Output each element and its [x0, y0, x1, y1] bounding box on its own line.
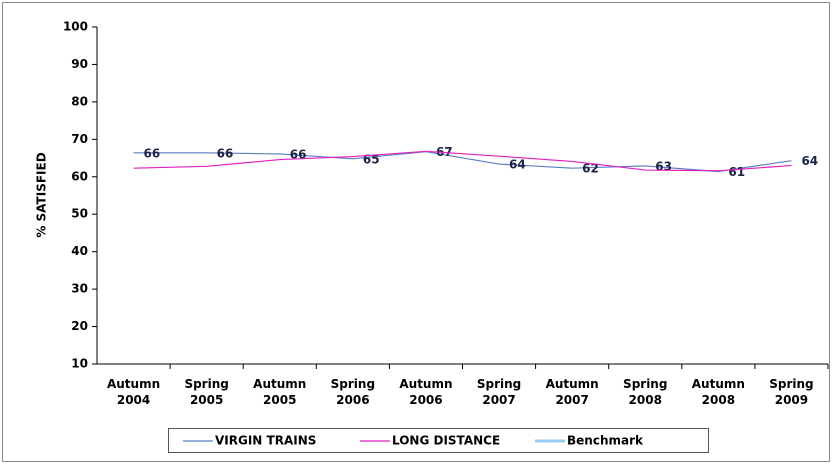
y-tick-label: 50	[71, 207, 88, 221]
legend-label: VIRGIN TRAINS	[215, 434, 316, 448]
x-tick-label: Autumn 2007	[546, 377, 599, 407]
data-label: 62	[582, 162, 599, 176]
legend-label: LONG DISTANCE	[392, 434, 500, 448]
y-tick-label: 10	[71, 357, 88, 371]
y-tick-label: 30	[71, 282, 88, 296]
data-label: 63	[655, 159, 672, 173]
y-tick-label: 20	[71, 319, 88, 333]
data-label: 66	[290, 147, 307, 161]
y-tick-label: 90	[71, 57, 88, 71]
series-line	[133, 150, 792, 172]
data-label: 66	[217, 146, 234, 160]
x-tick-label: Spring 2005	[184, 377, 228, 407]
y-tick-label: 70	[71, 132, 88, 146]
x-tick-label: Autumn 2004	[107, 377, 160, 407]
x-tick-label: Autumn 2008	[692, 377, 745, 407]
y-tick-label: 40	[71, 244, 88, 258]
legend-box	[168, 428, 709, 453]
y-axis-label: % SATISFIED	[35, 152, 49, 237]
x-tick-label: Autumn 2006	[399, 377, 452, 407]
data-label: 64	[509, 158, 526, 172]
y-tick-label: 100	[63, 20, 88, 34]
x-tick-label: Spring 2009	[769, 377, 813, 407]
data-label: 66	[144, 146, 161, 160]
x-tick-label: Autumn 2005	[253, 377, 306, 407]
y-tick-label: 60	[71, 169, 88, 183]
data-label: 64	[801, 154, 818, 168]
legend-label: Benchmark	[567, 434, 644, 448]
x-tick-label: Spring 2006	[331, 377, 375, 407]
x-tick-label: Spring 2007	[477, 377, 521, 407]
y-tick-label: 80	[71, 94, 88, 108]
x-tick-label: Spring 2008	[623, 377, 667, 407]
series-line	[133, 151, 792, 173]
data-label: 61	[728, 165, 745, 179]
